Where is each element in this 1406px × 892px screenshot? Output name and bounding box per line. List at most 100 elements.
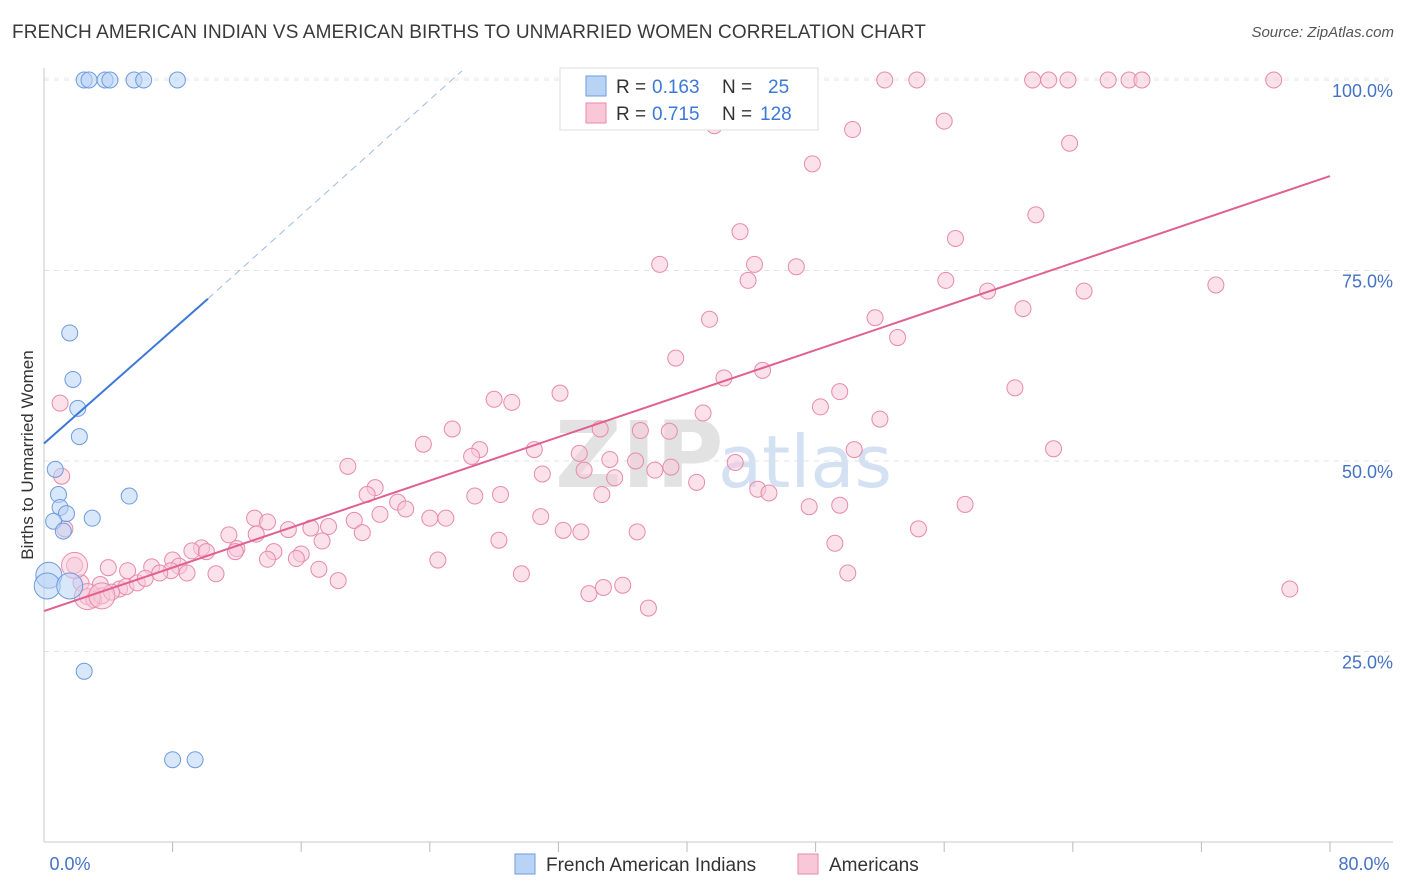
legend-n-label-blue: N =: [722, 77, 752, 98]
americans-point: [1006, 379, 1024, 397]
americans-point-large: [88, 582, 116, 610]
americans-point: [443, 420, 461, 438]
source-label: Source: ZipAtlas.com: [1251, 24, 1394, 41]
americans-point: [1027, 206, 1045, 224]
americans-point: [570, 444, 588, 462]
americans-point: [956, 495, 974, 513]
legend-swatch-blue: [585, 75, 607, 97]
americans-point: [183, 542, 201, 560]
americans-point: [353, 524, 371, 542]
americans-point: [1281, 580, 1299, 598]
americans-point: [580, 585, 598, 603]
americans-point: [1099, 71, 1117, 89]
grid-lines: [44, 77, 1393, 652]
series-french-american-indians-points: [33, 71, 204, 769]
americans-point: [866, 309, 884, 327]
americans-point: [339, 457, 357, 475]
trendline-americans: [43, 175, 1331, 613]
french-american-indians-point: [61, 324, 79, 342]
americans-point: [345, 511, 363, 529]
americans-point: [688, 473, 706, 491]
americans-point: [151, 564, 169, 582]
chart-title: FRENCH AMERICAN INDIAN VS AMERICAN BIRTH…: [12, 22, 926, 43]
americans-point: [746, 255, 764, 273]
americans-point: [694, 404, 712, 422]
americans-point: [575, 461, 593, 479]
americans-point: [606, 469, 624, 487]
americans-point: [803, 155, 821, 173]
americans-point: [876, 71, 894, 89]
watermark-atlas: atlas: [718, 420, 892, 504]
french-american-indians-point: [80, 71, 98, 89]
legend-n-value-pink: 128: [760, 104, 792, 125]
french-american-indians-point: [101, 71, 119, 89]
y-tick-label-75: 75.0%: [1342, 272, 1393, 292]
stats-legend: R = 0.163 N = 25 R = 0.715 N = 128: [559, 67, 819, 131]
americans-point: [503, 393, 521, 411]
americans-point: [310, 560, 328, 578]
americans-point: [397, 500, 415, 518]
x-tick-label-min: 0.0%: [49, 854, 90, 874]
americans-point: [463, 447, 481, 465]
french-american-indians-point: [186, 751, 204, 769]
bottom-legend-label-blue: French American Indians: [546, 855, 756, 876]
americans-point: [831, 496, 849, 514]
americans-point: [760, 484, 778, 502]
bottom-legend-label-pink: Americans: [829, 855, 919, 876]
americans-point: [551, 384, 569, 402]
americans-point: [731, 223, 749, 241]
french-american-indians-point: [75, 662, 93, 680]
legend-swatch-pink: [585, 102, 607, 124]
americans-point: [490, 531, 508, 549]
americans-point: [1059, 71, 1077, 89]
americans-point: [871, 410, 889, 428]
americans-point: [594, 578, 612, 596]
americans-point: [639, 599, 657, 617]
y-tick-labels: 25.0% 50.0% 75.0% 100.0%: [1332, 81, 1393, 673]
legend-r-value-blue: 0.163: [652, 77, 700, 98]
americans-point: [466, 487, 484, 505]
americans-point: [651, 255, 669, 273]
americans-point: [207, 565, 225, 583]
x-ticks: [172, 842, 1331, 852]
americans-point: [414, 435, 432, 453]
bottom-legend-swatch-blue: [514, 853, 536, 875]
americans-point: [628, 523, 646, 541]
americans-point: [826, 534, 844, 552]
americans-point: [889, 329, 907, 347]
americans-point: [421, 509, 439, 527]
americans-point: [99, 559, 117, 577]
french-american-indians-point: [54, 522, 72, 540]
americans-point: [739, 271, 757, 289]
trendline-french-american-indians-extension: [207, 70, 463, 300]
legend-r-value-pink: 0.715: [652, 104, 700, 125]
legend-r-label-pink: R =: [616, 104, 646, 125]
french-american-indians-point: [164, 751, 182, 769]
french-american-indians-point: [168, 71, 186, 89]
americans-point: [1133, 71, 1151, 89]
y-tick-label-50: 50.0%: [1342, 462, 1393, 482]
americans-point: [220, 526, 238, 544]
bottom-legend-swatch-pink: [797, 853, 819, 875]
americans-point: [258, 513, 276, 531]
americans-point: [178, 564, 196, 582]
x-tick-label-max: 80.0%: [1338, 854, 1389, 874]
legend-r-label-blue: R =: [616, 77, 646, 98]
axes: [43, 68, 1393, 843]
y-axis-label: Births to Unmarried Women: [18, 350, 37, 559]
americans-point: [492, 486, 510, 504]
americans-point: [800, 498, 818, 516]
americans-point: [844, 121, 862, 139]
americans-point: [279, 521, 297, 539]
americans-point: [554, 521, 572, 539]
americans-point: [908, 71, 926, 89]
americans-point: [1265, 71, 1283, 89]
french-american-indians-point: [83, 509, 101, 527]
americans-point: [533, 465, 551, 483]
french-american-indians-point: [56, 572, 84, 600]
americans-point: [601, 450, 619, 468]
french-american-indians-point: [69, 399, 87, 417]
americans-point: [660, 422, 678, 440]
americans-point: [437, 509, 455, 527]
